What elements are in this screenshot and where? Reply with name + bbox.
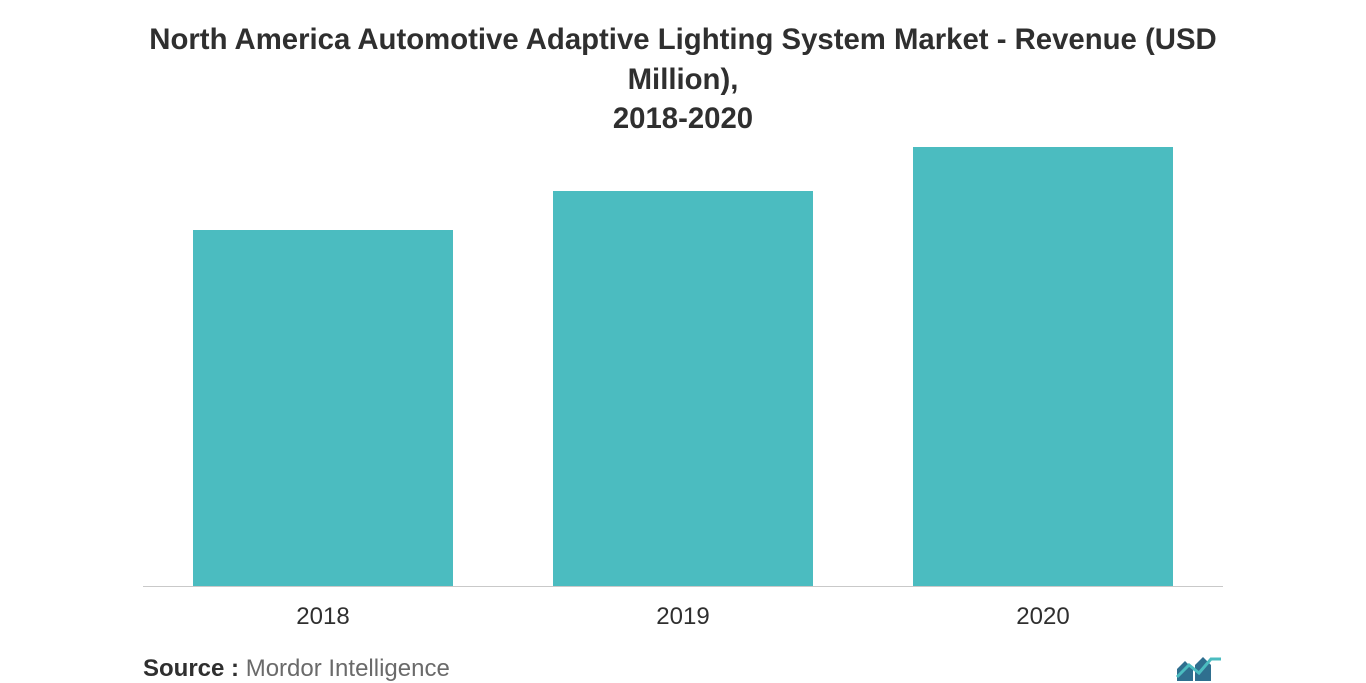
footer-row: Source : Mordor Intelligence bbox=[133, 655, 1233, 683]
bar bbox=[553, 191, 812, 586]
x-axis-labels: 201820192020 bbox=[143, 603, 1223, 631]
bar-slot bbox=[863, 147, 1223, 586]
bar-slot bbox=[503, 147, 863, 586]
bars-group bbox=[143, 147, 1223, 586]
bar bbox=[913, 147, 1172, 586]
chart-title: North America Automotive Adaptive Lighti… bbox=[133, 20, 1233, 139]
mordor-logo-icon bbox=[1175, 655, 1223, 683]
chart-plot-area bbox=[143, 147, 1223, 587]
x-axis-label: 2018 bbox=[143, 603, 503, 631]
x-axis-label: 2019 bbox=[503, 603, 863, 631]
chart-title-line1: North America Automotive Adaptive Lighti… bbox=[149, 23, 1216, 96]
source-text: Mordor Intelligence bbox=[246, 655, 450, 682]
source-attribution: Source : Mordor Intelligence bbox=[143, 655, 450, 683]
chart-title-line2: 2018-2020 bbox=[613, 102, 753, 135]
source-prefix: Source : bbox=[143, 655, 239, 682]
chart-container: North America Automotive Adaptive Lighti… bbox=[0, 0, 1366, 655]
bar bbox=[193, 230, 452, 586]
x-axis-label: 2020 bbox=[863, 603, 1223, 631]
bar-slot bbox=[143, 147, 503, 586]
